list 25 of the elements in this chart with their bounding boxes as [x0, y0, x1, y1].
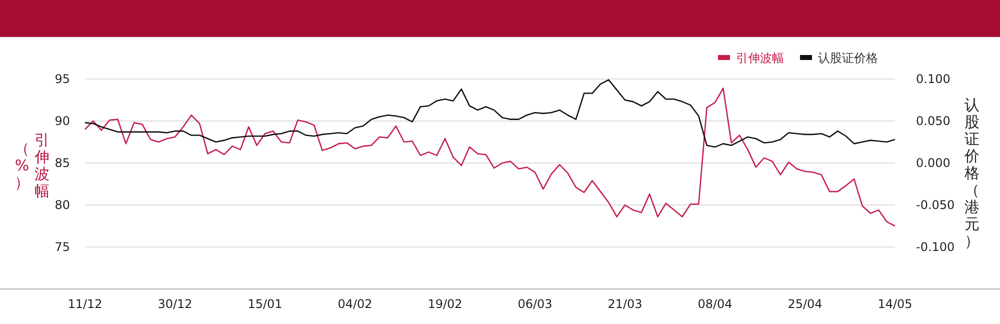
y2-tick-label: 0.050 [916, 114, 950, 128]
x-tick-label: 21/03 [608, 297, 642, 311]
y2-tick-label: 0.100 [916, 72, 950, 86]
x-tick-label: 14/05 [878, 297, 912, 311]
y2-tick-label: 0.000 [916, 156, 950, 170]
line-series [84, 88, 896, 227]
x-tick-label: 11/12 [68, 297, 102, 311]
x-tick-label: 04/02 [338, 297, 372, 311]
x-tick-label: 08/04 [698, 297, 732, 311]
y2-tick-label: -0.100 [916, 240, 955, 254]
y2-tick-label: -0.050 [916, 198, 955, 212]
y-tick-label: 85 [54, 156, 70, 170]
y-tick-label: 80 [54, 198, 70, 212]
x-tick-label: 06/03 [518, 297, 552, 311]
x-tick-label: 25/04 [788, 297, 822, 311]
x-tick-label: 15/01 [248, 297, 282, 311]
y-tick-label: 90 [54, 114, 70, 128]
x-tick-label: 30/12 [158, 297, 192, 311]
x-tick-label: 19/02 [428, 297, 462, 311]
text: 认股证价格（港元） [964, 96, 980, 250]
y-tick-label: 95 [54, 72, 70, 86]
legend-label: 引伸波幅 [736, 51, 784, 65]
y-tick-label: 75 [54, 240, 70, 254]
legend-label: 认股证价格 [818, 51, 878, 65]
line-series [84, 79, 896, 148]
